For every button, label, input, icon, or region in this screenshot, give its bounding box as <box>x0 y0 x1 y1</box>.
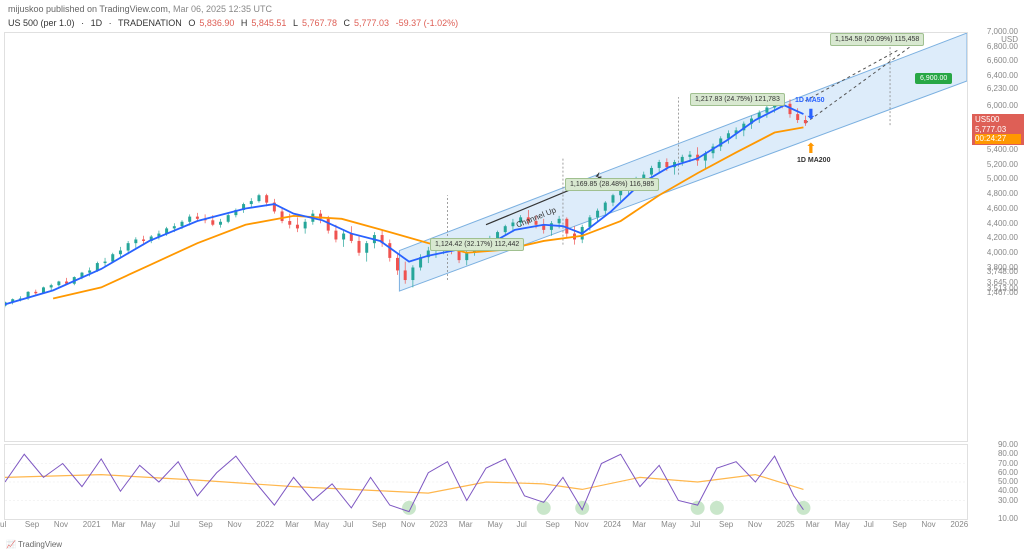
main-chart-svg <box>5 33 967 441</box>
time-tick: Nov <box>227 520 241 529</box>
time-tick: Mar <box>112 520 126 529</box>
price-target-label: 6,900.00 <box>915 73 952 84</box>
price-tick: 4,600.00 <box>987 205 1018 213</box>
ohlc-c: 5,777.03 <box>354 18 389 28</box>
ticker-row: US 500 (per 1.0) · 1D · TRADENATION O5,8… <box>8 18 462 28</box>
time-tick: Mar <box>632 520 646 529</box>
time-tick: Jul <box>170 520 180 529</box>
time-tick: Sep <box>545 520 559 529</box>
time-tick: Jul <box>864 520 874 529</box>
indicator-tick: 80.00 <box>998 449 1018 458</box>
fib-label-3: 1,217.83 (24.75%) 121,783 <box>690 93 785 106</box>
time-tick: Sep <box>893 520 907 529</box>
time-tick: Jul <box>343 520 353 529</box>
price-tick: 7,000.00 <box>987 28 1018 36</box>
arrow-up-icon: ⬆ <box>805 141 817 155</box>
price-tick: 5,000.00 <box>987 175 1018 183</box>
indicator-pane[interactable] <box>4 444 968 520</box>
fib-label-1: 1,124.42 (32.17%) 112,442 <box>430 238 524 251</box>
time-tick: Mar <box>285 520 299 529</box>
footer-logo: 📈 TradingView <box>6 540 62 549</box>
price-tick: 6,230.00 <box>987 85 1018 93</box>
price-tick: 5,200.00 <box>987 161 1018 169</box>
time-tick: 2023 <box>430 520 448 529</box>
time-tick: 2026 <box>950 520 968 529</box>
indicator-tick: 40.00 <box>998 486 1018 495</box>
price-tick: 4,200.00 <box>987 234 1018 242</box>
current-price-tag: US500 5,777.0300:24:27 <box>972 114 1024 145</box>
price-tick: 6,000.00 <box>987 102 1018 110</box>
timestamp: Mar 06, 2025 12:35 UTC <box>173 4 272 14</box>
time-tick: Sep <box>372 520 386 529</box>
time-tick: Nov <box>921 520 935 529</box>
time-tick: May <box>835 520 850 529</box>
header: mijuskoo published on TradingView.com, M… <box>8 4 272 14</box>
time-tick: Jul <box>517 520 527 529</box>
indicator-axis: 90.0080.0070.0060.0050.0040.0030.0010.00 <box>972 444 1024 518</box>
time-tick: Nov <box>54 520 68 529</box>
indicator-tick: 70.00 <box>998 459 1018 468</box>
indicator-svg <box>5 445 967 519</box>
fib-label-4: 1,154.58 (20.09%) 115,458 <box>830 33 924 46</box>
price-tick: 5,400.00 <box>987 146 1018 154</box>
price-tick: 6,600.00 <box>987 57 1018 65</box>
time-tick: Sep <box>719 520 733 529</box>
ohlc-change: -59.37 (-1.02%) <box>396 18 459 28</box>
ma200-label: 1D MA200 <box>797 157 830 164</box>
time-tick: Nov <box>748 520 762 529</box>
price-tick: 3,748.00 <box>987 268 1018 276</box>
timeframe: 1D <box>91 18 103 28</box>
arrow-down-icon: ⬇ <box>805 107 817 121</box>
publisher: mijuskoo published on TradingView.com, <box>8 4 170 14</box>
time-tick: 2024 <box>603 520 621 529</box>
time-tick: Mar <box>806 520 820 529</box>
price-tick: 4,400.00 <box>987 220 1018 228</box>
ma50-label: 1D MA50 <box>795 97 825 104</box>
indicator-tick: 10.00 <box>998 514 1018 523</box>
ohlc-h: 5,845.51 <box>251 18 286 28</box>
price-tick: 4,800.00 <box>987 190 1018 198</box>
indicator-tick: 60.00 <box>998 468 1018 477</box>
price-axis: USD 7,000.006,800.006,600.006,400.006,23… <box>972 32 1024 440</box>
time-tick: 2021 <box>83 520 101 529</box>
time-tick: Sep <box>198 520 212 529</box>
time-tick: Nov <box>574 520 588 529</box>
time-axis: Jul Sep Nov 2021 Mar May Jul Sep Nov 2022 Mar May Ju… <box>4 520 968 534</box>
time-tick: Nov <box>401 520 415 529</box>
time-tick: May <box>661 520 676 529</box>
time-tick: Mar <box>459 520 473 529</box>
time-tick: Jul <box>690 520 700 529</box>
source: TRADENATION <box>118 18 182 28</box>
price-tick: 6,800.00 <box>987 43 1018 51</box>
indicator-tick: 50.00 <box>998 477 1018 486</box>
ohlc-l: 5,767.78 <box>302 18 337 28</box>
time-tick: 2022 <box>256 520 274 529</box>
indicator-tick: 90.00 <box>998 440 1018 449</box>
time-tick: May <box>141 520 156 529</box>
price-tick: 4,000.00 <box>987 249 1018 257</box>
fib-label-2: 1,169.85 (28.48%) 116,985 <box>565 178 659 191</box>
time-tick: Jul <box>0 520 6 529</box>
time-tick: May <box>314 520 329 529</box>
time-tick: 2025 <box>777 520 795 529</box>
time-tick: Sep <box>25 520 39 529</box>
symbol: US 500 (per 1.0) <box>8 18 75 28</box>
price-tick: 1,467.00 <box>987 289 1018 297</box>
main-chart-pane[interactable]: Channel Up 1,124.42 (32.17%) 112,442 1,1… <box>4 32 968 442</box>
indicator-tick: 30.00 <box>998 496 1018 505</box>
price-tick: 6,400.00 <box>987 72 1018 80</box>
ohlc-o: 5,836.90 <box>199 18 234 28</box>
time-tick: May <box>488 520 503 529</box>
